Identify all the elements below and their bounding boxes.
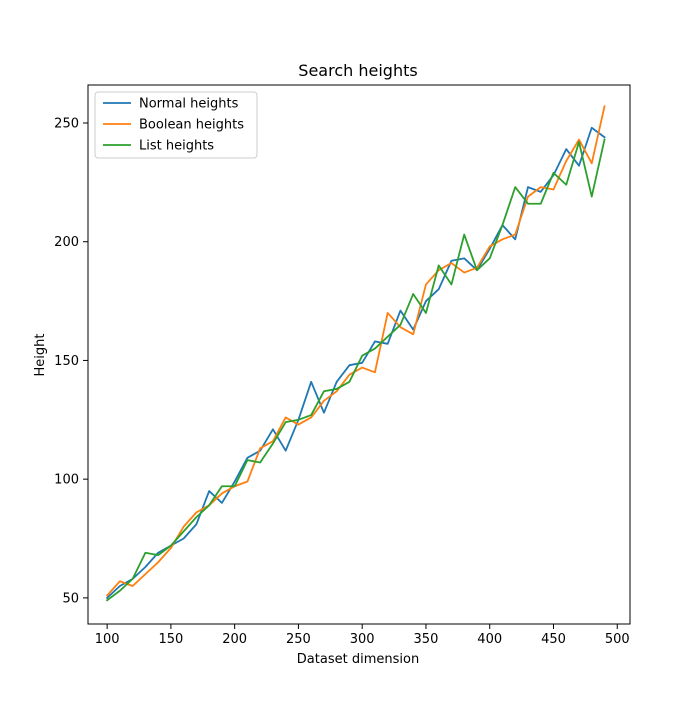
x-tick-label: 400 [477, 632, 502, 647]
x-tick-label: 500 [605, 632, 630, 647]
x-tick-label: 150 [158, 632, 183, 647]
x-tick-label: 300 [350, 632, 375, 647]
plot-frame [87, 84, 631, 625]
legend-box [94, 91, 258, 159]
y-tick-label: 200 [54, 235, 79, 250]
y-tick-label: 50 [62, 591, 79, 606]
x-tick-label: 200 [222, 632, 247, 647]
legend: Normal heights Boolean heights List height… [94, 91, 258, 159]
legend-label-1: Normal heights [139, 97, 239, 112]
y-axis-label: Height [33, 334, 48, 377]
series-line-3 [105, 138, 606, 602]
legend-label-2: Boolean heights [139, 118, 244, 133]
x-tick-label: 450 [541, 632, 566, 647]
chart-title: Search heights [298, 61, 417, 80]
y-tick-label: 150 [54, 354, 79, 369]
x-tick-label: 100 [95, 632, 120, 647]
plot-area: 100 150 200 250 300 350 400 450 500 50 100 150 200 25… [54, 84, 631, 647]
legend-label-3: List heights [139, 139, 214, 154]
y-tick-label: 100 [54, 473, 79, 488]
x-axis-label: Dataset dimension [297, 652, 419, 667]
x-tick-label: 250 [286, 632, 311, 647]
x-tick-label: 350 [414, 632, 439, 647]
series-line-2 [105, 105, 606, 597]
y-tick-label: 250 [54, 116, 79, 131]
